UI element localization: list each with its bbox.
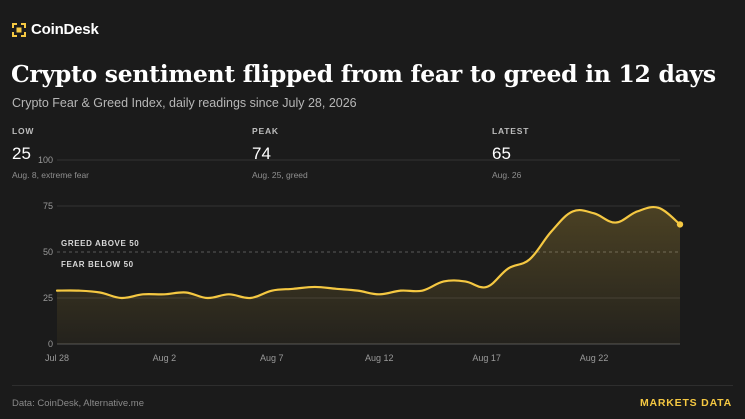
x-tick-label: Aug 22 (580, 353, 609, 363)
y-tick-label: 50 (43, 247, 53, 257)
stat-note: Aug. 26 (492, 170, 522, 180)
y-tick-label: 100 (38, 155, 53, 165)
fear-label: FEAR BELOW 50 (61, 260, 134, 269)
stat-label: LOW (12, 126, 35, 136)
footer-divider (12, 385, 733, 386)
stat-peak: PEAK 74 Aug. 25, greed (252, 126, 308, 180)
stat-label: PEAK (252, 126, 279, 136)
stat-latest: LATEST 65 Aug. 26 (492, 126, 529, 180)
x-tick-label: Aug 12 (365, 353, 394, 363)
y-tick-label: 75 (43, 201, 53, 211)
stat-note: Aug. 25, greed (252, 170, 308, 180)
greed-label: GREED ABOVE 50 (61, 239, 139, 248)
source-note: Data: CoinDesk, Alternative.me (12, 398, 145, 409)
y-tick-label: 25 (43, 293, 53, 303)
stat-value: 65 (492, 144, 511, 163)
series-line (55, 205, 682, 300)
y-tick-label: 0 (48, 339, 53, 349)
x-tick-label: Aug 7 (260, 353, 284, 363)
stat-value: 74 (252, 144, 271, 163)
stat-note: Aug. 8, extreme fear (12, 170, 90, 180)
x-tick-label: Aug 2 (153, 353, 177, 363)
markets-data-link[interactable]: MARKETS DATA (639, 397, 732, 409)
x-tick-label: Aug 17 (472, 353, 501, 363)
area-fill (57, 207, 680, 344)
stat-label: LATEST (492, 126, 530, 136)
stat-low: LOW 25 Aug. 8, extreme fear (12, 126, 89, 180)
brand-name: CoinDesk (31, 21, 99, 38)
subtitle: Crypto Fear & Greed Index, daily reading… (12, 96, 357, 110)
coindesk-logo[interactable]: CoinDesk (12, 21, 99, 38)
coindesk-logo-icon (12, 22, 26, 37)
headline: Crypto sentiment flipped from fear to gr… (11, 60, 716, 88)
stat-value: 25 (12, 144, 31, 163)
latest-point (676, 221, 684, 228)
x-tick-label: Jul 28 (45, 353, 69, 363)
